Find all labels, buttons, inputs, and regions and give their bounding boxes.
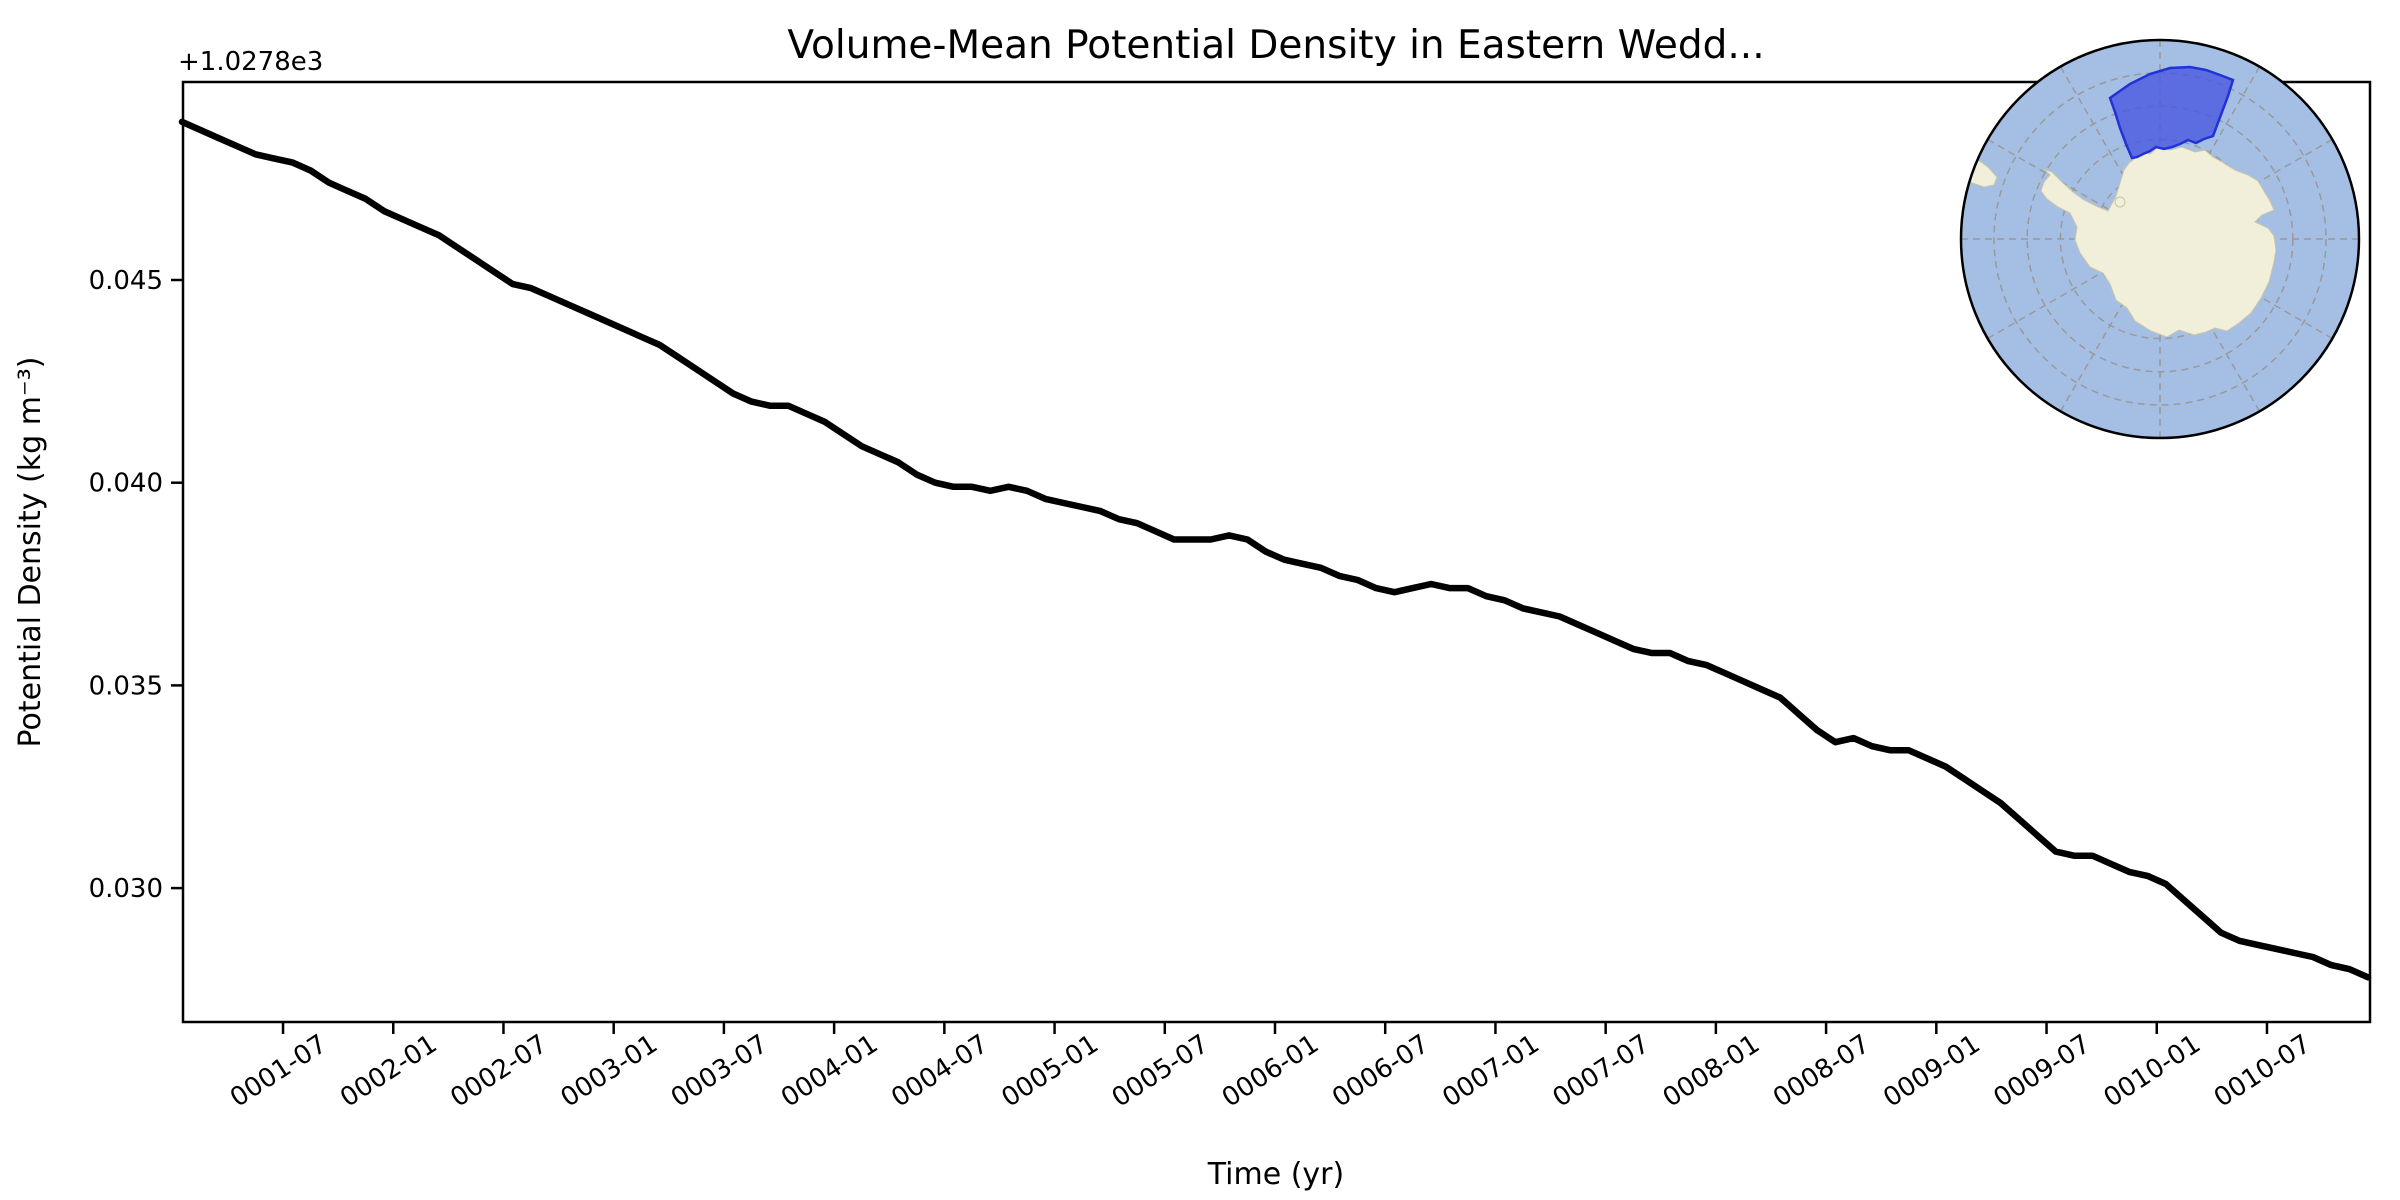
y-tick-label: 0.045 — [89, 266, 163, 296]
y-tick-label: 0.040 — [89, 469, 163, 499]
y-axis-label: Potential Density (kg m⁻³) — [13, 357, 48, 748]
y-axis-offset-text: +1.0278e3 — [178, 47, 323, 77]
x-tick-label: 0006-07 — [1327, 1029, 1434, 1113]
y-axis-ticks: 0.030 0.035 0.040 0.045 — [89, 266, 183, 904]
antarctica-landmass — [2040, 146, 2277, 338]
map-border-circle — [1959, 38, 2361, 440]
x-tick-label: 0005-01 — [996, 1029, 1103, 1113]
x-tick-label: 0002-01 — [335, 1029, 442, 1113]
x-tick-label: 0003-07 — [666, 1029, 773, 1113]
graticule-meridian — [1987, 238, 2161, 340]
graticule-meridian — [1987, 138, 2161, 240]
weddell-region-highlight — [2108, 65, 2235, 160]
chart-title: Volume-Mean Potential Density in Eastern… — [787, 23, 1764, 68]
x-tick-label: 0005-07 — [1107, 1029, 1214, 1113]
x-tick-label: 0001-07 — [225, 1029, 332, 1113]
graticule-meridian — [2059, 238, 2161, 412]
y-tick-label: 0.035 — [89, 671, 163, 701]
x-axis-label: Time (yr) — [1207, 1157, 1344, 1192]
y-tick-label: 0.030 — [89, 874, 163, 904]
x-tick-label: 0009-07 — [1988, 1029, 2095, 1113]
antarctica-inset-map — [1959, 38, 2361, 440]
x-tick-label: 0008-01 — [1658, 1029, 1765, 1113]
x-tick-label: 0007-07 — [1548, 1029, 1655, 1113]
plot-border — [181, 80, 2372, 1024]
x-axis-ticks: 0001-07 0002-01 0002-07 0003-01 0003-07 0004-… — [225, 1022, 2316, 1113]
x-tick-label: 0004-01 — [776, 1029, 883, 1113]
graticule-meridian — [2059, 66, 2161, 240]
x-tick-label: 0004-07 — [886, 1029, 993, 1113]
potential-density-line-series — [178, 118, 2372, 981]
x-tick-label: 0006-01 — [1217, 1029, 1324, 1113]
x-tick-label: 0002-07 — [445, 1029, 552, 1113]
x-tick-label: 0007-01 — [1437, 1029, 1544, 1113]
graticule-meridian — [2159, 66, 2261, 240]
x-tick-label: 0009-01 — [1878, 1029, 1985, 1113]
x-tick-label: 0008-07 — [1768, 1029, 1875, 1113]
x-tick-label: 0010-07 — [2209, 1029, 2316, 1113]
small-island — [2114, 196, 2126, 208]
x-tick-label: 0010-01 — [2099, 1029, 2206, 1113]
x-tick-label: 0003-01 — [556, 1029, 663, 1113]
